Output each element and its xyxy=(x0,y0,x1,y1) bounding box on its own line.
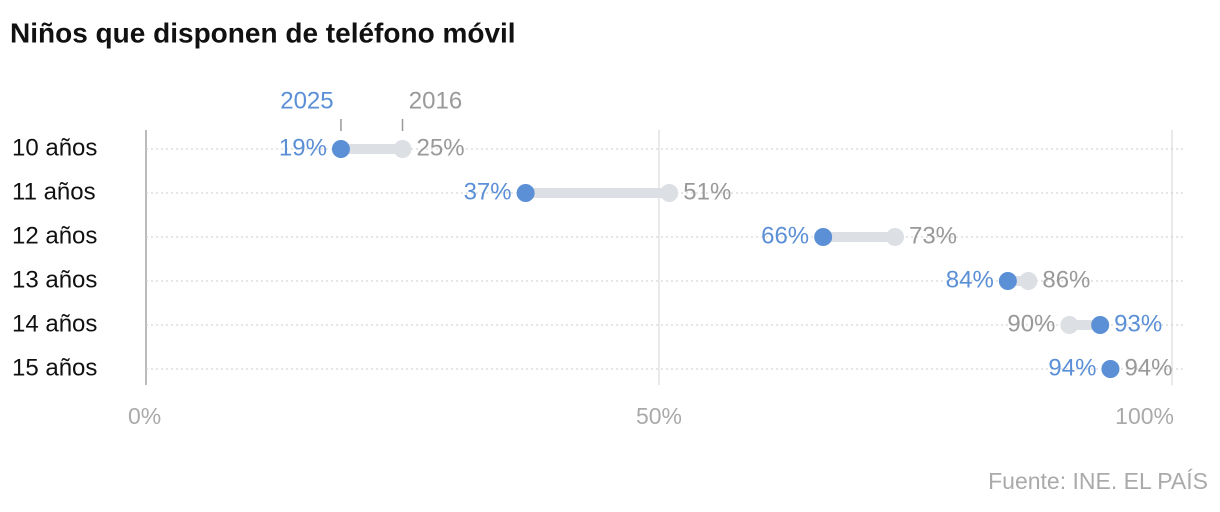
x-tick-label: 0% xyxy=(128,403,161,429)
value-label: 19% xyxy=(279,134,327,161)
y-tick-label: 14 años xyxy=(12,310,97,337)
dot-2025 xyxy=(1091,316,1110,334)
dot-2025 xyxy=(331,140,350,158)
dot-2016 xyxy=(393,140,412,158)
dot-2016 xyxy=(1019,272,1038,290)
dot-2016 xyxy=(660,184,679,202)
source: Fuente: INE. EL PAÍS xyxy=(988,468,1208,494)
y-tick-label: 10 años xyxy=(12,134,97,161)
y-tick-label: 15 años xyxy=(12,354,97,381)
value-label: 90% xyxy=(1007,310,1055,337)
dot-2025 xyxy=(1101,360,1120,378)
y-tick-label: 13 años xyxy=(12,266,97,293)
chart-title: Niños que disponen de teléfono móvil xyxy=(10,17,516,48)
dot-2025 xyxy=(998,272,1017,290)
legend-label: 2025 xyxy=(280,87,333,114)
y-tick-label: 11 años xyxy=(12,178,96,205)
dot-2016 xyxy=(885,228,904,246)
legend-label: 2016 xyxy=(409,87,462,114)
x-tick-label: 50% xyxy=(636,403,682,429)
dot-2025 xyxy=(516,184,535,202)
y-tick-label: 12 años xyxy=(12,222,97,249)
value-label: 66% xyxy=(761,222,809,249)
value-label: 86% xyxy=(1042,266,1090,293)
value-label: 94% xyxy=(1124,354,1172,381)
x-tick-label: 100% xyxy=(1115,403,1174,429)
dot-2025 xyxy=(814,228,833,246)
value-label: 84% xyxy=(946,266,994,293)
value-label: 25% xyxy=(417,134,465,161)
value-label: 73% xyxy=(909,222,957,249)
dot-2016 xyxy=(1060,316,1079,334)
value-label: 93% xyxy=(1114,310,1162,337)
value-label: 37% xyxy=(464,178,512,205)
value-label: 51% xyxy=(683,178,731,205)
value-label: 94% xyxy=(1048,354,1096,381)
